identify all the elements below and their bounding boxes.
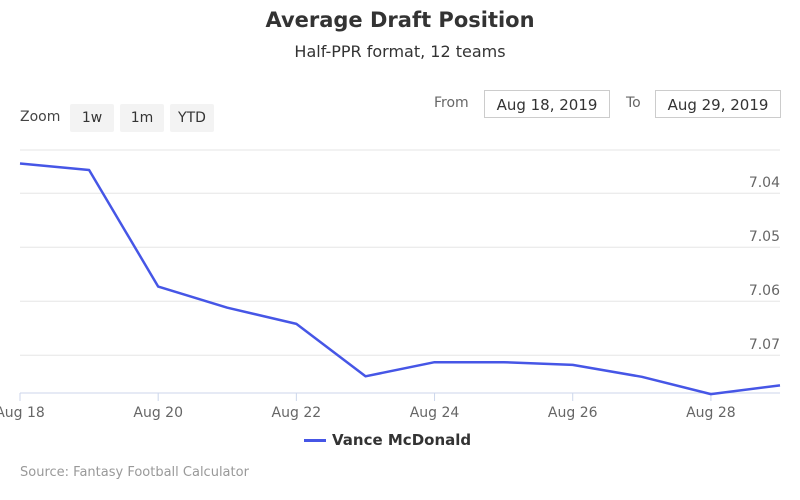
source-credit: Source: Fantasy Football Calculator [20,465,249,480]
range-to-input[interactable]: Aug 29, 2019 [655,90,781,118]
data-point[interactable] [85,166,93,174]
zoom-1w-button[interactable]: 1w [70,104,114,132]
x-axis: Aug 18 Aug 20 Aug 22 Aug 24 Aug 26 Aug 28 [0,392,780,421]
zoom-ytd-button[interactable]: YTD [170,104,214,132]
data-point[interactable] [776,381,784,389]
data-point[interactable] [223,304,231,312]
series-line-vance-mcdonald[interactable] [19,162,781,396]
y-tick-label: 7.05 [749,229,780,245]
legend-label: Vance McDonald [332,431,472,449]
zoom-label: Zoom [20,109,61,125]
y-tick-label: 7.06 [749,283,780,299]
data-point[interactable] [16,160,24,168]
data-point[interactable] [292,320,300,328]
x-tick-label: Aug 22 [272,405,322,421]
range-to-label: To [626,95,641,111]
x-tick-label: Aug 24 [410,405,460,421]
y-axis-labels: 7.04 7.05 7.06 7.07 [749,175,780,353]
data-point[interactable] [154,283,162,291]
range-from-label: From [434,95,469,111]
y-tick-label: 7.07 [749,337,780,353]
chart-subtitle: Half-PPR format, 12 teams [294,42,506,61]
legend-line-marker [304,439,326,442]
x-tick-label: Aug 20 [133,405,183,421]
x-tick-label: Aug 18 [0,405,45,421]
legend-item-vance-mcdonald[interactable]: Vance McDonald [304,428,471,452]
data-point[interactable] [569,361,577,369]
data-point[interactable] [638,373,646,381]
data-point[interactable] [431,358,439,366]
series-group[interactable] [16,160,784,399]
range-from-input[interactable]: Aug 18, 2019 [484,90,610,118]
data-point[interactable] [707,390,715,398]
zoom-1m-button[interactable]: 1m [120,104,164,132]
data-point[interactable] [361,372,369,380]
grid-lines [20,149,780,356]
chart-title: Average Draft Position [265,8,535,32]
y-tick-label: 7.04 [749,175,780,191]
x-tick-label: Aug 26 [548,405,598,421]
x-tick-label: Aug 28 [686,405,736,421]
data-point[interactable] [500,358,508,366]
